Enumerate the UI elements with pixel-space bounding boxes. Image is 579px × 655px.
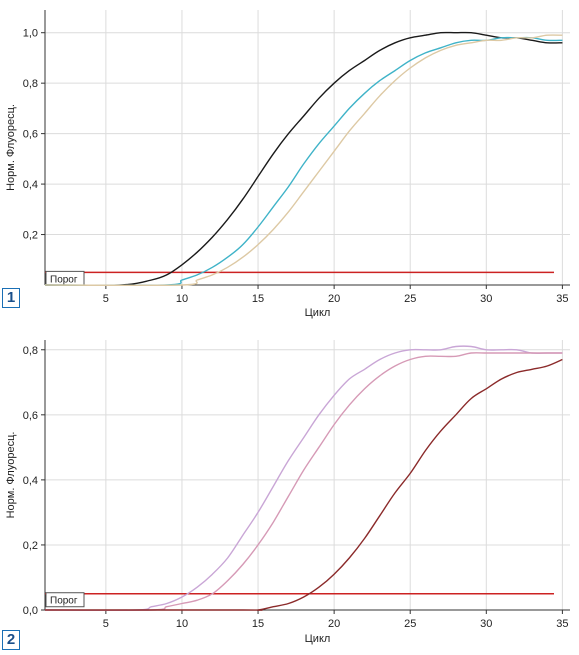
y-tick-label: 0,2 [23, 540, 38, 552]
x-axis-label: Цикл [305, 307, 331, 319]
y-axis-label: Норм. Флуоресц. [5, 104, 17, 191]
x-tick-label: 35 [556, 293, 568, 305]
x-tick-label: 25 [404, 618, 416, 630]
y-tick-label: 1,0 [23, 28, 38, 40]
x-tick-label: 10 [176, 618, 188, 630]
x-tick-label: 5 [103, 293, 109, 305]
x-tick-label: 15 [252, 293, 264, 305]
chart-2: 5 10 15 20 25 30 35 0,0 0,2 0,4 0,6 0,8 Цикл Норм. Фл… [5, 340, 570, 645]
threshold-label: Порог [50, 596, 78, 607]
x-tick-label: 25 [404, 293, 416, 305]
chart-1: 5 10 15 20 25 30 35 0,2 0,4 0,6 0,8 1,0 Цикл Норм. Фл… [5, 10, 570, 319]
x-tick-label: 10 [176, 293, 188, 305]
y-tick-label: 0,8 [23, 78, 38, 90]
x-tick-label: 5 [103, 618, 109, 630]
y-tick-label: 0,4 [23, 179, 38, 191]
x-axis-label: Цикл [305, 633, 331, 645]
series-line-3 [45, 358, 563, 611]
y-tick-label: 0,0 [23, 605, 38, 617]
plot-area [45, 10, 570, 285]
panel-label-2: 2 [2, 630, 20, 650]
x-tick-label: 15 [252, 618, 264, 630]
threshold-label-box [45, 592, 85, 608]
x-tick-label: 20 [328, 293, 340, 305]
series-line-2 [44, 36, 563, 287]
x-tick-label: 30 [480, 618, 492, 630]
threshold-label: Порог [50, 274, 78, 285]
x-tick-label: 20 [328, 618, 340, 630]
series-line-3 [44, 34, 563, 287]
y-axis-label: Норм. Флуоресц. [5, 432, 17, 519]
x-tick-label: 30 [480, 293, 492, 305]
y-tick-label: 0,6 [23, 129, 38, 141]
y-tick-label: 0,2 [23, 230, 38, 242]
y-tick-label: 0,8 [23, 345, 38, 357]
y-tick-label: 0,6 [23, 410, 38, 422]
panel-label-1: 1 [2, 288, 20, 308]
series-line-1 [44, 31, 563, 287]
y-tick-label: 0,4 [23, 475, 38, 487]
x-tick-label: 35 [556, 618, 568, 630]
series-line-2 [44, 352, 563, 611]
series-line-1 [44, 345, 563, 611]
plot-area [45, 340, 570, 610]
